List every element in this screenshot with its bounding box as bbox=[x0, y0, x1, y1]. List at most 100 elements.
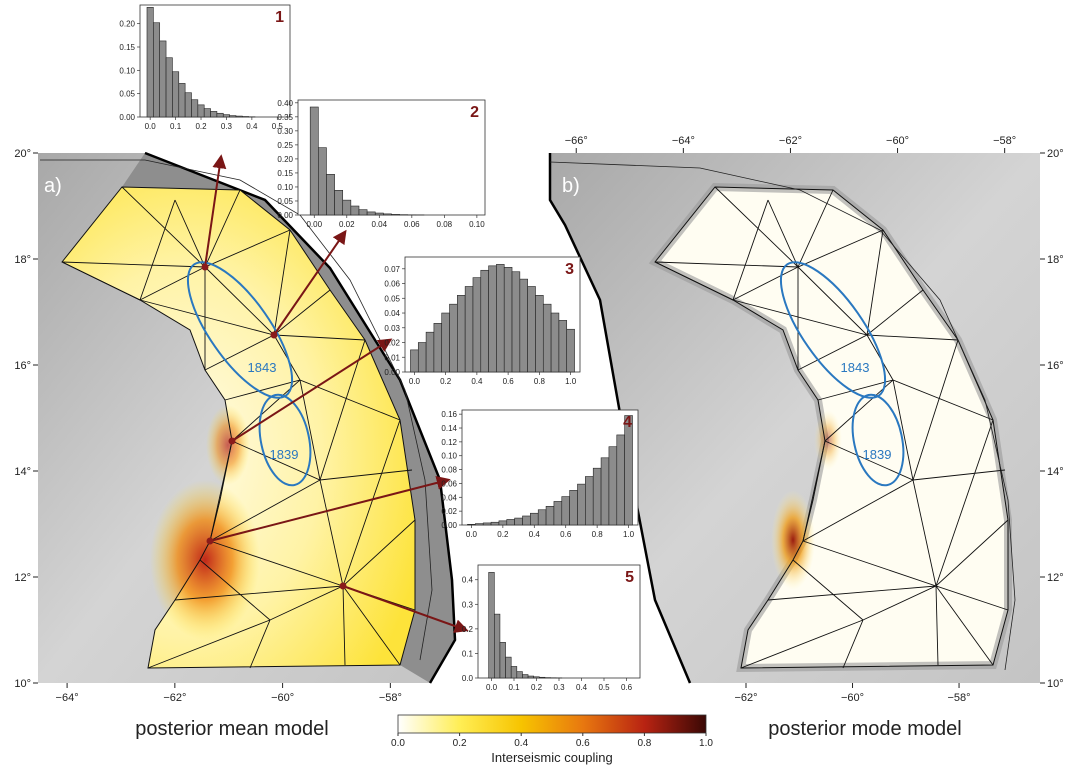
x-tick-label: 0.08 bbox=[437, 220, 453, 229]
bar bbox=[496, 264, 504, 372]
bar bbox=[230, 116, 236, 117]
lat-tick-label: 20° bbox=[1047, 148, 1064, 160]
caption: posterior mode model bbox=[768, 718, 961, 740]
bar bbox=[310, 107, 318, 215]
ellipse-label: 1839 bbox=[270, 447, 299, 462]
y-tick-label: 0.4 bbox=[462, 576, 474, 585]
bar bbox=[506, 657, 512, 678]
bar bbox=[351, 206, 359, 215]
x-tick-label: 0.2 bbox=[440, 377, 452, 386]
lat-tick-label: 16° bbox=[1047, 360, 1064, 372]
x-tick-label: 0.10 bbox=[469, 220, 485, 229]
bar bbox=[515, 518, 523, 525]
x-tick-label: 0.0 bbox=[409, 377, 421, 386]
colorbar-tick-label: 1.0 bbox=[699, 738, 713, 749]
ellipse-label: 1839 bbox=[863, 447, 892, 462]
bar bbox=[617, 435, 625, 525]
histogram-number: 2 bbox=[470, 104, 479, 121]
lon-tick-label: −64° bbox=[672, 135, 695, 147]
bar bbox=[625, 416, 633, 525]
bar bbox=[520, 279, 528, 372]
bar bbox=[530, 513, 538, 525]
y-tick-label: 0.14 bbox=[441, 424, 457, 433]
bar bbox=[172, 72, 178, 117]
bar bbox=[522, 675, 528, 678]
lon-tick-label: −60° bbox=[271, 692, 294, 704]
bar bbox=[468, 524, 476, 525]
bar bbox=[465, 286, 473, 372]
histogram-number: 3 bbox=[565, 261, 574, 278]
bar bbox=[500, 642, 506, 678]
bar bbox=[578, 484, 586, 525]
y-tick-label: 0.08 bbox=[441, 466, 457, 475]
bar bbox=[375, 213, 383, 215]
bar bbox=[528, 286, 536, 372]
figure: 1843 1839 a) posterior mean model 1843 1… bbox=[0, 0, 1070, 769]
x-tick-label: 0.4 bbox=[471, 377, 483, 386]
colorbar bbox=[398, 715, 706, 733]
bar bbox=[543, 304, 551, 372]
y-tick-label: 0.02 bbox=[441, 507, 457, 516]
bar bbox=[554, 501, 562, 525]
y-tick-label: 0.1 bbox=[462, 649, 474, 658]
y-tick-label: 0.05 bbox=[384, 294, 400, 303]
y-tick-label: 0.02 bbox=[384, 339, 400, 348]
bar bbox=[160, 41, 166, 117]
caption: posterior mean model bbox=[135, 718, 328, 740]
bar bbox=[491, 522, 499, 525]
bar bbox=[343, 200, 351, 215]
bar bbox=[434, 323, 442, 372]
bar bbox=[473, 278, 481, 372]
x-tick-label: 0.0 bbox=[145, 122, 157, 131]
x-tick-label: 0.6 bbox=[503, 377, 515, 386]
bar bbox=[410, 350, 418, 372]
map-a: 1843 1839 a) posterior mean model bbox=[38, 153, 455, 740]
bar bbox=[481, 270, 489, 372]
bar bbox=[318, 148, 326, 215]
bar bbox=[494, 614, 500, 678]
y-tick-label: 0.15 bbox=[119, 43, 135, 52]
lat-tick-label: 12° bbox=[1047, 572, 1064, 584]
x-tick-label: 0.4 bbox=[529, 530, 541, 539]
y-tick-label: 0.10 bbox=[119, 66, 135, 75]
x-tick-label: 0.4 bbox=[246, 122, 258, 131]
bar bbox=[585, 477, 593, 525]
lat-tick-label: 10° bbox=[14, 678, 31, 690]
hot-zone bbox=[771, 490, 815, 590]
y-tick-label: 0.07 bbox=[384, 265, 400, 274]
lon-tick-label: −64° bbox=[56, 692, 79, 704]
colorbar-tick-label: 0.6 bbox=[576, 738, 590, 749]
histogram: 0.000.020.040.060.080.100.000.050.100.15… bbox=[277, 99, 485, 229]
y-tick-label: 0.04 bbox=[384, 309, 400, 318]
bar bbox=[383, 214, 391, 215]
x-tick-label: 0.4 bbox=[576, 683, 588, 692]
bar bbox=[198, 105, 204, 117]
x-tick-label: 0.8 bbox=[592, 530, 604, 539]
lon-tick-label: −60° bbox=[886, 135, 909, 147]
y-tick-label: 0.0 bbox=[462, 674, 474, 683]
bar bbox=[204, 109, 210, 117]
bar bbox=[335, 190, 343, 215]
bar bbox=[499, 521, 507, 525]
bar bbox=[512, 272, 520, 372]
histogram: 0.00.10.20.30.40.50.000.050.100.150.201 bbox=[119, 5, 290, 131]
x-tick-label: 0.00 bbox=[306, 220, 322, 229]
x-tick-label: 0.06 bbox=[404, 220, 420, 229]
y-tick-label: 0.16 bbox=[441, 410, 457, 419]
bar bbox=[517, 672, 523, 678]
x-tick-label: 0.6 bbox=[560, 530, 572, 539]
bar bbox=[392, 214, 400, 215]
hot-zone bbox=[150, 480, 260, 640]
bar bbox=[191, 100, 197, 117]
y-tick-label: 0.05 bbox=[119, 90, 135, 99]
x-tick-label: 0.2 bbox=[531, 683, 543, 692]
x-tick-label: 0.3 bbox=[553, 683, 565, 692]
y-tick-label: 0.06 bbox=[441, 479, 457, 488]
bar bbox=[538, 510, 546, 525]
colorbar-tick-label: 0.2 bbox=[453, 738, 467, 749]
x-tick-label: 0.3 bbox=[221, 122, 233, 131]
bar bbox=[483, 523, 491, 525]
y-tick-label: 0.30 bbox=[277, 127, 293, 136]
bar bbox=[217, 113, 223, 117]
histogram-number: 4 bbox=[623, 414, 632, 431]
